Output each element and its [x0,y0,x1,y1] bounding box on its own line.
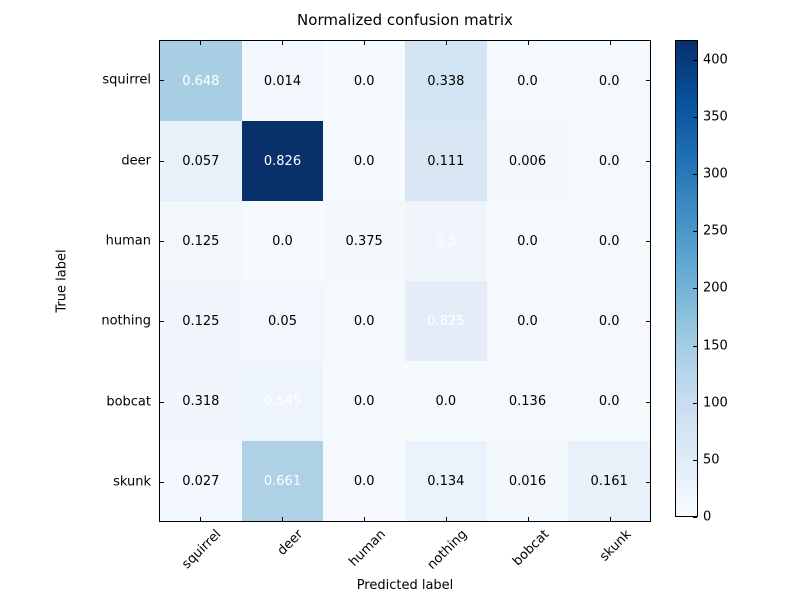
matrix-cell: 0.5 [404,201,487,281]
xtick-label-squirrel: squirrel [179,527,225,573]
colorbar-tick-mark [693,231,697,233]
colorbar-tick-mark [693,517,697,518]
matrix-cell: 0.825 [404,281,487,361]
colorbar-tick-label: 350 [703,109,728,125]
matrix-cell: 0.0 [241,201,324,281]
colorbar-tick-label: 50 [703,452,720,468]
ytick-label-nothing: nothing [101,313,151,329]
matrix-cell: 0.0 [568,361,650,441]
tick-mark [610,517,611,521]
colorbar-tick-label: 400 [703,52,728,68]
matrix-cell: 0.648 [160,41,242,121]
colorbar-tick-label: 100 [703,395,728,411]
matrix-cell: 0.0 [323,41,405,121]
tick-mark [160,160,164,162]
tick-mark [160,80,164,82]
colorbar-tick-label: 150 [703,338,728,354]
tick-mark [200,517,201,521]
matrix-cell: 0.0 [323,121,405,201]
matrix-cell: 0.0 [323,441,405,521]
ytick-label-squirrel: squirrel [102,72,151,88]
matrix-cell: 0.338 [404,41,487,121]
ytick-label-human: human [105,233,151,249]
tick-mark [646,401,650,403]
matrix-cell: 0.0 [323,281,405,361]
tick-mark [160,481,164,483]
tick-mark [282,517,283,521]
colorbar-tick-mark [693,459,697,461]
tick-mark [646,481,650,483]
matrix-cell: 0.0 [486,281,569,361]
tick-mark [646,240,650,242]
tick-mark [646,80,650,82]
colorbar-tick-label: 250 [703,223,728,239]
colorbar-tick-mark [693,402,697,404]
tick-mark [200,41,201,45]
matrix-cell: 0.057 [160,121,242,201]
matrix-cell: 0.0 [404,361,487,441]
tick-mark [160,321,164,323]
tick-mark [446,517,447,521]
matrix-cell: 0.0 [568,121,650,201]
colorbar-tick-mark [693,174,697,176]
colorbar-tick-label: 0 [703,509,712,525]
matrix-cell: 0.006 [486,121,569,201]
matrix-cell: 0.0 [568,281,650,361]
colorbar-tick-label: 200 [703,280,728,296]
matrix-cell: 0.661 [241,441,324,521]
colorbar-tick-label: 300 [703,166,728,182]
xtick-label-skunk: skunk [597,527,635,565]
colorbar-tick-mark [693,288,697,290]
colorbar-tick-mark [693,117,697,119]
xtick-label-bobcat: bobcat [510,527,553,570]
xtick-label-nothing: nothing [424,527,471,573]
matrix-cell: 0.125 [160,201,242,281]
matrix-cell: 0.0 [568,201,650,281]
matrix-cell: 0.125 [160,281,242,361]
tick-mark [282,41,283,45]
matrix-cell: 0.05 [241,281,324,361]
tick-mark [528,41,529,45]
tick-mark [446,41,447,45]
matrix-cell: 0.111 [404,121,487,201]
matrix-cell: 0.375 [323,201,405,281]
matrix-cell: 0.545 [241,361,324,441]
matrix-cell: 0.161 [568,441,650,521]
tick-mark [646,160,650,162]
colorbar-tick-mark [693,345,697,347]
matrix-cell: 0.318 [160,361,242,441]
chart-title: Normalized confusion matrix [297,11,513,29]
matrix-cell: 0.027 [160,441,242,521]
colorbar [675,40,698,517]
xtick-label-deer: deer [275,527,307,559]
ytick-label-skunk: skunk [113,474,151,490]
matrix-cell: 0.826 [241,121,324,201]
matrix-cell: 0.016 [486,441,569,521]
x-axis-label: Predicted label [356,578,454,593]
ytick-label-bobcat: bobcat [106,394,151,409]
colorbar-tick-mark [693,59,697,61]
tick-mark [364,41,365,45]
tick-mark [364,517,365,521]
tick-mark [160,401,164,403]
tick-mark [610,41,611,45]
matrix-cell: 0.0 [323,361,405,441]
matrix-cell: 0.134 [404,441,487,521]
matrix-cell: 0.0 [486,41,569,121]
ytick-label-deer: deer [121,153,151,168]
xtick-label-human: human [345,527,389,570]
y-axis-label: True label [54,249,70,313]
tick-mark [528,517,529,521]
tick-mark [646,321,650,323]
heatmap-grid: 0.648 0.014 0.0 0.338 0.0 0.0 0.057 0.826 0.0 0.1… [159,40,651,522]
matrix-cell: 0.136 [486,361,569,441]
matrix-cell: 0.014 [241,41,324,121]
tick-mark [160,240,164,242]
matrix-cell: 0.0 [486,201,569,281]
matrix-cell: 0.0 [568,41,650,121]
